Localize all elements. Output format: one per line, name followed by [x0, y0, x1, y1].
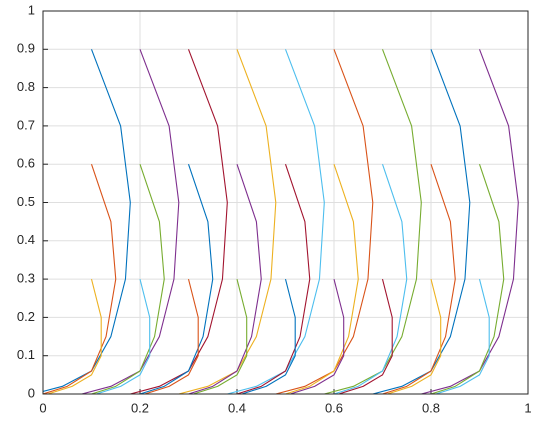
y-tick-label: 0	[28, 385, 35, 400]
curve	[96, 278, 151, 394]
curve	[285, 164, 359, 394]
x-tick-label: 0.2	[131, 400, 149, 415]
curve	[435, 278, 490, 394]
curve	[139, 164, 214, 394]
curve	[324, 49, 422, 394]
y-tick-label: 1	[28, 2, 35, 17]
curve	[241, 278, 296, 394]
curve	[193, 278, 248, 394]
y-tick-label: 0.9	[17, 41, 35, 56]
lines	[43, 49, 519, 394]
x-tick-label: 0.6	[325, 400, 343, 415]
curve	[382, 164, 456, 394]
curve	[188, 164, 262, 394]
curve	[275, 49, 374, 394]
y-tick-label: 0.8	[17, 79, 35, 94]
curve	[178, 49, 277, 394]
curve	[144, 278, 199, 394]
y-tick-label: 0.4	[17, 232, 35, 247]
curve	[43, 49, 131, 393]
curve	[236, 164, 311, 394]
curve	[130, 49, 228, 394]
curve	[290, 278, 345, 394]
axes-box	[42, 10, 529, 395]
y-tick-label: 0.6	[17, 156, 35, 171]
x-tick-label: 0	[39, 400, 46, 415]
curve	[91, 164, 165, 394]
x-tick-label: 0.4	[228, 400, 246, 415]
curve	[430, 164, 505, 394]
curve	[81, 49, 180, 394]
y-tick-label: 0.1	[17, 347, 35, 362]
curve	[372, 49, 471, 394]
curve	[47, 278, 102, 394]
curve	[227, 49, 325, 394]
curve	[421, 49, 519, 394]
curve	[338, 278, 393, 394]
y-tick-label: 0.7	[17, 117, 35, 132]
x-tick-label: 0.8	[422, 400, 440, 415]
curve	[333, 164, 408, 394]
curve	[387, 278, 442, 394]
curve	[43, 164, 117, 394]
y-tick-label: 0.2	[17, 309, 35, 324]
x-tick-label: 1	[524, 400, 531, 415]
y-tick-label: 0.5	[17, 194, 35, 209]
y-tick-label: 0.3	[17, 271, 35, 286]
